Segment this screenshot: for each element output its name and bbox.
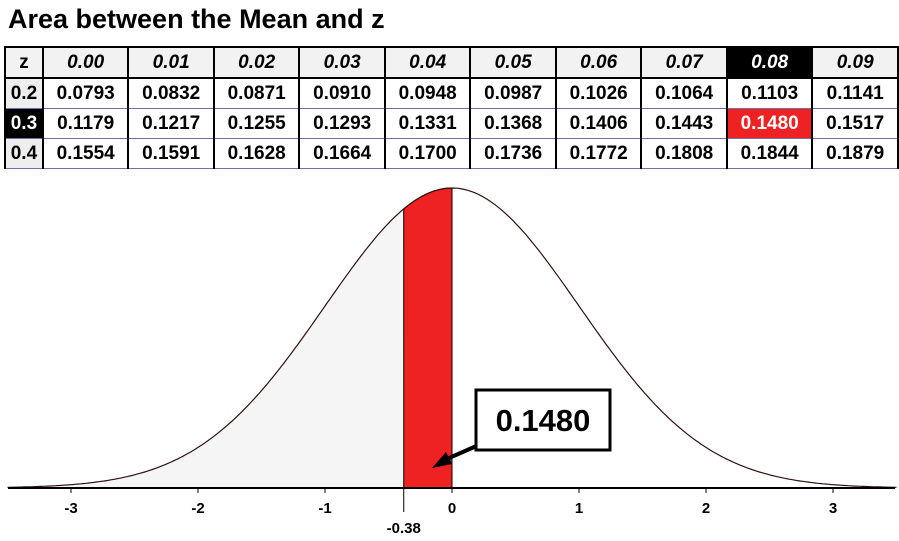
column-header: 0.07 bbox=[640, 46, 728, 79]
column-header: 0.01 bbox=[127, 46, 215, 79]
z-header: z bbox=[4, 46, 44, 79]
table-cell: 0.1480 bbox=[725, 108, 814, 139]
normal-curve bbox=[7, 187, 897, 488]
shaded-area bbox=[403, 187, 453, 489]
table-cell: 0.1844 bbox=[725, 138, 814, 169]
column-header: 0.00 bbox=[41, 46, 130, 79]
row-header: 0.3 bbox=[4, 108, 44, 139]
column-header: 0.04 bbox=[383, 46, 472, 79]
table-cell: 0.1736 bbox=[469, 138, 557, 169]
callout-box bbox=[474, 388, 612, 452]
left-tail-area bbox=[7, 208, 404, 489]
table-cell: 0.1443 bbox=[640, 108, 728, 139]
table-cell: 0.1700 bbox=[383, 138, 472, 169]
table-cell: 0.1628 bbox=[212, 138, 301, 169]
column-header: 0.03 bbox=[298, 46, 386, 79]
z-table: z 0.00 0.01 0.02 0.03 0.04 0.05 0.06 0.07 0.08 0.0… bbox=[4, 46, 899, 169]
column-header: 0.05 bbox=[469, 46, 557, 79]
column-header: 0.06 bbox=[554, 46, 643, 79]
table-cell: 0.1179 bbox=[41, 108, 130, 139]
row-header: 0.4 bbox=[4, 138, 44, 169]
table-cell: 0.1554 bbox=[41, 138, 130, 169]
table-cell: 0.1331 bbox=[383, 108, 472, 139]
table-cell: 0.0910 bbox=[298, 77, 386, 109]
x-tick-label: 0 bbox=[448, 500, 456, 517]
table-cell: 0.1517 bbox=[811, 108, 899, 139]
x-tick-label: 2 bbox=[702, 500, 710, 517]
table-cell: 0.1368 bbox=[469, 108, 557, 139]
arrow-head-icon bbox=[432, 452, 452, 468]
column-header: 0.08 bbox=[725, 46, 814, 79]
x-tick-label: 3 bbox=[829, 500, 837, 517]
column-header: 0.02 bbox=[212, 46, 301, 79]
x-tick-label: -1 bbox=[318, 500, 331, 517]
table-cell: 0.1772 bbox=[554, 138, 643, 169]
column-header: 0.09 bbox=[811, 46, 899, 79]
table-cell: 0.1879 bbox=[811, 138, 899, 169]
x-tick-label: -3 bbox=[64, 500, 77, 517]
table-cell: 0.1808 bbox=[640, 138, 728, 169]
shade-bound-label: -0.38 bbox=[387, 520, 421, 537]
table-cell: 0.1664 bbox=[298, 138, 386, 169]
table-cell: 0.1591 bbox=[127, 138, 215, 169]
table-row: 0.4 0.1554 0.1591 0.1628 0.1664 0.1700 0.1736 0… bbox=[4, 138, 899, 169]
table-cell: 0.0987 bbox=[469, 77, 557, 109]
table-cell: 0.0832 bbox=[127, 77, 215, 109]
x-tick-label: 1 bbox=[575, 500, 583, 517]
callout-value: 0.1480 bbox=[496, 403, 591, 438]
table-cell: 0.1103 bbox=[725, 77, 814, 109]
table-cell: 0.0793 bbox=[41, 77, 130, 109]
table-cell: 0.1026 bbox=[554, 77, 643, 109]
table-row: 0.2 0.0793 0.0832 0.0871 0.0910 0.0948 0.0987 0… bbox=[4, 77, 899, 109]
x-tick-label: -2 bbox=[191, 500, 204, 517]
page-title: Area between the Mean and z bbox=[8, 4, 385, 34]
